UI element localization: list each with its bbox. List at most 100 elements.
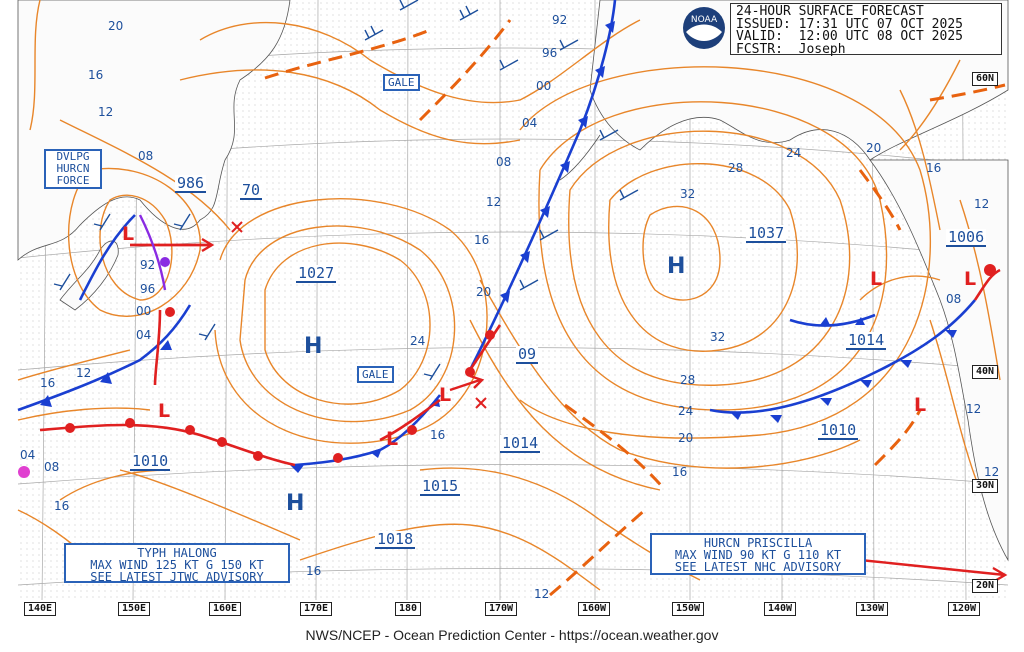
isobar-label: 08 [496, 155, 512, 169]
lat-label-40n: 40N [972, 365, 999, 379]
isobars [17, 0, 1001, 591]
isobar-label: 96 [140, 282, 156, 296]
isobar-label: 96 [542, 46, 558, 60]
isobar-label: 16 [474, 233, 490, 247]
hurricane-priscilla-advisory: HURCN PRISCILLA MAX WIND 90 KT G 110 KT … [650, 533, 866, 575]
isobar-label: 16 [430, 428, 446, 442]
pressure-label-1006: 1006 [946, 228, 987, 247]
isobar-label: 04 [136, 328, 152, 342]
isobar-label: 08 [138, 149, 154, 163]
wind-barbs [53, 0, 639, 381]
lat-label-30n: 30N [972, 479, 999, 493]
isobar-label: 12 [534, 587, 550, 601]
low-x-marks [231, 221, 487, 409]
cold-front-barbs [40, 21, 957, 473]
developing-hurricane-force-warning: DVLPG HURCN FORCE [44, 149, 102, 189]
noaa-logo: NOAA [683, 7, 725, 49]
isobar-label: 24 [678, 404, 694, 418]
lon-label-170e: 170E [300, 602, 333, 616]
pressure-label-1010-east: 1010 [818, 421, 859, 440]
high-marker-2: H [667, 254, 685, 279]
isobar-label: 16 [672, 465, 688, 479]
aleutian-islands [559, 134, 601, 181]
pressure-label-1015: 1015 [420, 477, 461, 496]
isobar-label: 28 [728, 161, 744, 175]
typhoon-halong-advisory: TYPH HALONG MAX WIND 125 KT G 150 KT SEE… [64, 543, 290, 583]
isobar-label: 04 [522, 116, 538, 130]
typhoon-track [138, 214, 167, 291]
svg-text:L: L [914, 394, 926, 416]
isobar-label: 92 [552, 13, 568, 27]
isobar-label: 16 [88, 68, 104, 82]
isobar-label: 08 [946, 292, 962, 306]
isobar-label: 00 [136, 304, 152, 318]
svg-text:L: L [870, 268, 882, 290]
lon-label-130w: 130W [856, 602, 889, 616]
pressure-label-1014-east: 1014 [846, 331, 887, 350]
header-issued: ISSUED: 17:31 UTC 07 OCT 2025 [736, 16, 963, 32]
pressure-label-986: 986 [175, 174, 207, 193]
isobar-label: 24 [410, 334, 426, 348]
pressure-label-1037: 1037 [746, 224, 787, 243]
high-markers: H H H [286, 254, 685, 516]
lon-label-180: 180 [395, 602, 422, 616]
lon-label-160e: 160E [209, 602, 242, 616]
isobar-label: 12 [974, 197, 990, 211]
forecast-header: 24-HOUR SURFACE FORECAST ISSUED: 17:31 U… [730, 3, 1002, 57]
pressure-label-1014-mid: 1014 [500, 434, 541, 453]
track-arrow-1 [130, 237, 215, 253]
lon-label-120w: 120W [948, 602, 981, 616]
lon-label-160w: 160W [578, 602, 611, 616]
lat-label-20n: 20N [972, 579, 999, 593]
low-markers: L L L L L L L [122, 223, 976, 450]
lon-label-170w: 170W [485, 602, 518, 616]
gale-warning-central: GALE [357, 366, 394, 383]
lat-label-60n: 60N [972, 72, 999, 86]
isobar-label: 00 [536, 79, 552, 93]
high-marker-3: H [286, 491, 304, 516]
isobar-label: 16 [306, 564, 322, 578]
track-arrow-2 [449, 374, 485, 392]
isobar-label: 20 [476, 285, 492, 299]
isobar-label: 32 [710, 330, 726, 344]
pressure-label-70: 70 [240, 181, 263, 200]
asia-landmass [17, 0, 291, 261]
footer-credit: NWS/NCEP - Ocean Prediction Center - htt… [305, 627, 719, 643]
isobar-label: 20 [678, 431, 694, 445]
header-forecaster: FCSTR: Joseph [736, 41, 846, 57]
pressure-label-1018: 1018 [375, 530, 416, 549]
pressure-label-1010-west: 1010 [130, 452, 171, 471]
isobar-label: 16 [926, 161, 942, 175]
isobar-label: 08 [44, 460, 60, 474]
lon-label-150e: 150E [118, 602, 151, 616]
isobar-label: 92 [140, 258, 156, 272]
isobar-label: 16 [40, 376, 56, 390]
lon-label-140w: 140W [764, 602, 797, 616]
svg-text:L: L [158, 400, 170, 422]
gale-warning-north: GALE [383, 74, 420, 91]
isobar-label: 04 [20, 448, 36, 462]
north-america-coast [869, 159, 1009, 562]
header-title: 24-HOUR SURFACE FORECAST [736, 4, 924, 19]
pressure-label-1027: 1027 [296, 264, 337, 283]
typhoon-symbol-offmap [18, 466, 30, 478]
svg-text:L: L [122, 223, 134, 245]
isobar-label: 12 [98, 105, 114, 119]
typhoon-symbol [160, 257, 170, 267]
pressure-label-09: 09 [516, 345, 539, 364]
isobar-label: 28 [680, 373, 696, 387]
lon-label-140e: 140E [24, 602, 57, 616]
noaa-logo-text: NOAA [691, 15, 718, 25]
isobar-label: 32 [680, 187, 696, 201]
high-marker-1: H [304, 334, 322, 359]
isobar-label: 12 [486, 195, 502, 209]
isobar-label: 12 [966, 402, 982, 416]
lon-label-150w: 150W [672, 602, 705, 616]
isobar-label: 20 [108, 19, 124, 33]
troughs [264, 19, 1006, 597]
warm-front-semicircles [65, 264, 996, 463]
svg-text:L: L [964, 268, 976, 290]
isobar-label: 20 [866, 141, 882, 155]
isobar-label: 12 [984, 465, 1000, 479]
